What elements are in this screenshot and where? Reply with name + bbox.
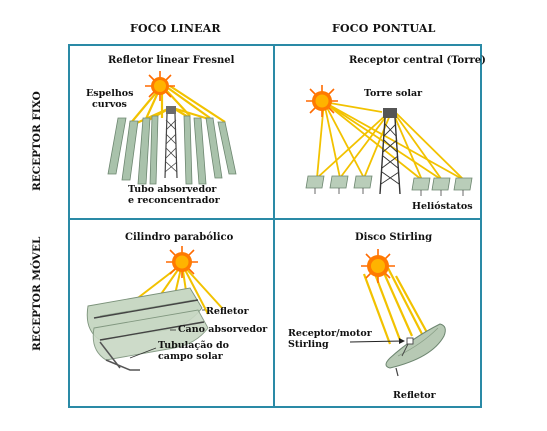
trough-reflector-label: Refletor: [206, 306, 249, 317]
fresnel-tube-label: Tubo absorvedor e reconcentrador: [128, 184, 220, 206]
column-header-point: FOCO PONTUAL: [332, 22, 436, 35]
grid-horizontal-divider: [70, 218, 480, 220]
classification-grid: [68, 44, 482, 408]
dish-reflector-label: Refletor: [393, 390, 436, 401]
dish-receiver-label: Receptor/motor Stirling: [288, 328, 372, 350]
tower-illustration: [305, 85, 473, 196]
tower-title: Receptor central (Torre): [349, 55, 486, 66]
tower-label: Torre solar: [364, 88, 423, 99]
solar-tower-icon: [379, 108, 401, 195]
dish-illustration: [349, 249, 446, 377]
fresnel-title: Refletor linear Fresnel: [108, 55, 235, 66]
heliostat-icon: [305, 175, 473, 196]
trough-illustration: [86, 246, 223, 371]
grid-vertical-divider: [273, 46, 275, 406]
stirling-dish-icon: [385, 323, 446, 377]
dish-title: Disco Stirling: [355, 232, 433, 243]
row-header-fixed: RECEPTOR FIXO: [31, 91, 43, 191]
trough-pipe-label: Cano absorvedor: [178, 324, 268, 335]
row-header-mobile: RECEPTOR MÓVEL: [31, 236, 43, 351]
fresnel-illustration: [107, 71, 237, 185]
column-header-linear: FOCO LINEAR: [130, 22, 221, 35]
trough-title: Cilindro parabólico: [125, 232, 234, 243]
sun-icon: [361, 249, 395, 283]
sun-icon: [306, 85, 338, 117]
sun-icon: [145, 71, 175, 101]
sun-icon: [166, 246, 198, 278]
fresnel-mirrors-label: Espelhos curvos: [86, 88, 134, 110]
heliostats-label: Helióstatos: [412, 201, 473, 212]
fresnel-receiver-icon: [164, 106, 178, 179]
trough-field-label: Tubulação do campo solar: [158, 340, 229, 362]
fresnel-mirror-icon: [107, 115, 237, 185]
